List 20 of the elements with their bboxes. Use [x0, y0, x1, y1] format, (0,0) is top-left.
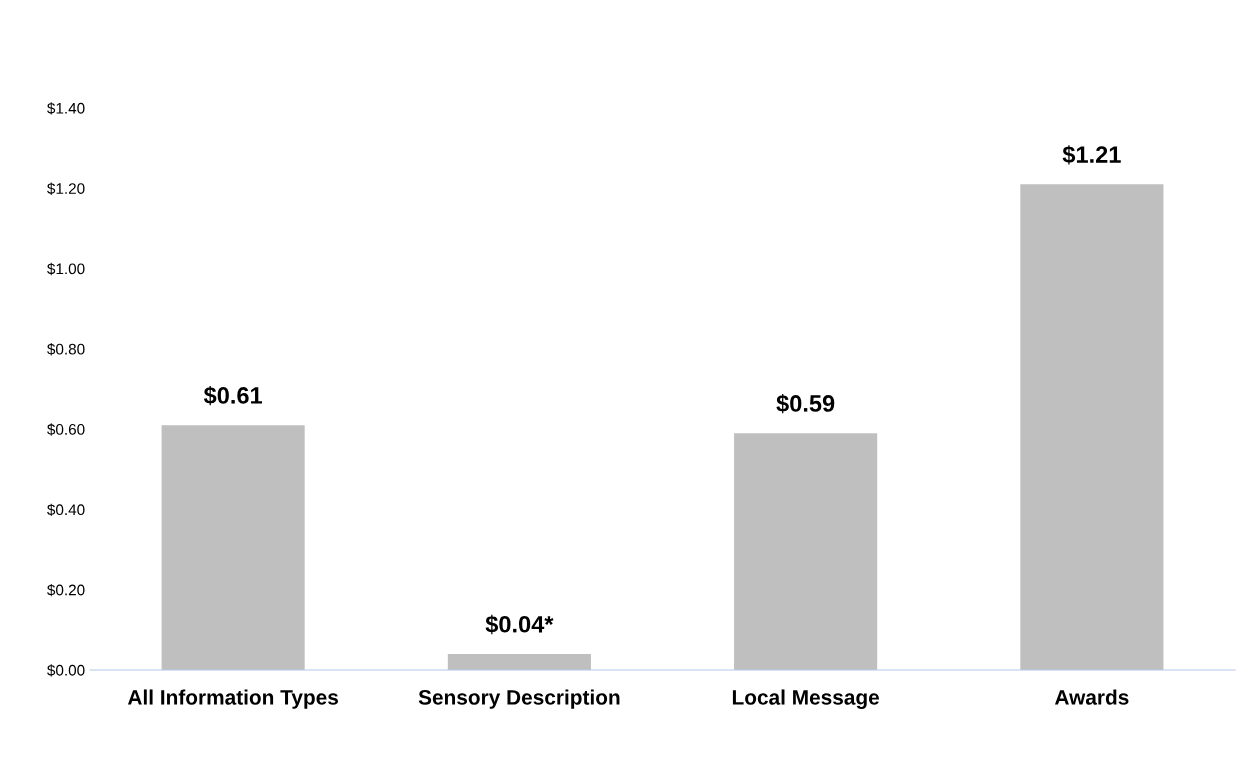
x-tick-label: All Information Types	[127, 689, 338, 709]
y-tick-label: $0.00	[47, 664, 85, 677]
y-tick-label: $0.40	[47, 503, 85, 517]
y-tick-label: $1.00	[47, 262, 85, 276]
bar	[1020, 184, 1164, 670]
x-tick-label: Local Message	[732, 689, 880, 709]
y-tick-label: $0.80	[47, 343, 85, 356]
y-tick-label: $1.40	[47, 102, 85, 115]
x-tick-label: Sensory Description	[418, 689, 620, 709]
bar	[161, 425, 305, 670]
data-label: $0.04*	[485, 614, 554, 635]
y-tick-label: $0.60	[47, 423, 85, 436]
bar	[734, 433, 878, 670]
data-label: $0.61	[203, 386, 263, 406]
x-tick-label: Awards	[1054, 689, 1129, 705]
data-label: $0.59	[776, 394, 835, 414]
y-tick-label: $1.20	[47, 182, 85, 195]
bar	[447, 653, 591, 670]
data-label: $1.21	[1062, 145, 1121, 165]
y-tick-label: $0.20	[47, 583, 85, 597]
